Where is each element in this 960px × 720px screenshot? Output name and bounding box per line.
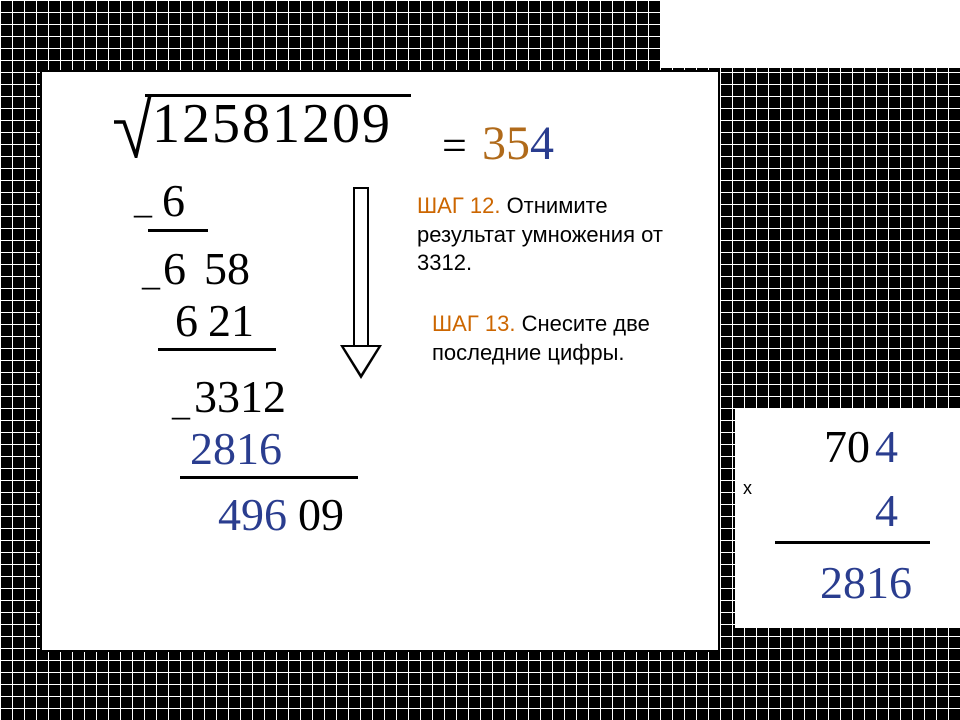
line-2 [158,348,276,351]
work-r6b: 09 [298,488,344,541]
radicand: 12581209 [152,92,392,156]
arrow [346,187,376,377]
side-panel: 70 4 х 4 2816 [735,408,960,628]
line-1 [148,229,208,232]
equals-sign: = [442,120,467,171]
sqrt-result: 354 [482,116,554,171]
side-line [775,541,930,544]
side-r1a: 70 [824,420,870,473]
result-digit-blue: 4 [530,117,554,170]
side-r2: 4 [875,484,898,537]
work-r5: 2816 [190,422,282,475]
radical-hook [112,94,152,158]
work-r6a: 496 [218,488,287,541]
work-r1: 6 [162,174,185,227]
step-13-text: ШАГ 13. Снесите две последние цифры. [432,310,672,367]
work-r4: 3312 [194,370,286,423]
mult-sign: х [743,478,752,499]
work-r3a: 6 [175,294,198,347]
line-3 [180,476,358,479]
step-13-label: ШАГ 13. [432,311,515,336]
main-panel: 12581209 = 354 ШАГ 12. Отнимите результа… [40,70,720,652]
minus-3: _ [172,382,190,424]
side-r3: 2816 [820,556,912,609]
minus-2: _ [142,252,160,294]
side-r1b: 4 [875,420,898,473]
top-white-stripe [660,0,960,68]
result-digits-brown: 35 [482,117,530,170]
work-r2b: 58 [204,242,250,295]
work-r2a: 6 [163,242,186,295]
step-12-text: ШАГ 12. Отнимите результат умножения от … [417,192,667,278]
minus-1: _ [134,180,152,222]
step-12-label: ШАГ 12. [417,193,500,218]
work-r3b: 21 [208,294,254,347]
